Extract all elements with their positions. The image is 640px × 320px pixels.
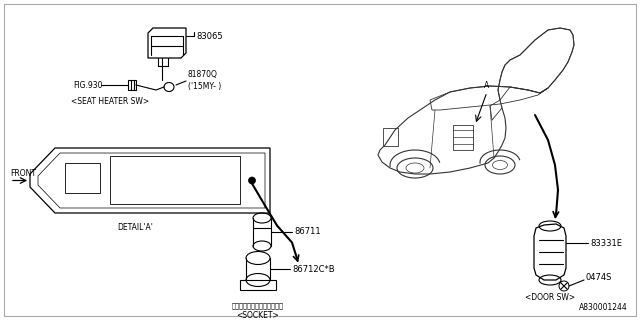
Text: A830001244: A830001244 bbox=[579, 303, 628, 312]
Text: 86711: 86711 bbox=[294, 228, 321, 236]
Bar bbox=[110, 156, 240, 204]
Text: FIG.930: FIG.930 bbox=[73, 81, 102, 90]
Text: 81870Q: 81870Q bbox=[188, 70, 218, 79]
Text: DETAIL'A': DETAIL'A' bbox=[117, 222, 153, 231]
Text: <SEAT HEATER SW>: <SEAT HEATER SW> bbox=[71, 98, 149, 107]
Text: FRONT: FRONT bbox=[10, 170, 36, 179]
Text: ('15MY- ): ('15MY- ) bbox=[188, 82, 221, 91]
Text: 86712C*B: 86712C*B bbox=[292, 265, 335, 274]
Text: 0474S: 0474S bbox=[586, 274, 612, 283]
Circle shape bbox=[248, 177, 255, 184]
Text: <SOCKET>: <SOCKET> bbox=[237, 311, 280, 320]
Bar bbox=[453, 125, 473, 150]
Bar bbox=[65, 163, 100, 193]
Bar bbox=[383, 128, 398, 146]
Text: A: A bbox=[484, 81, 490, 90]
Text: <DOOR SW>: <DOOR SW> bbox=[525, 293, 575, 302]
Text: コンソールアダプターコード: コンソールアダプターコード bbox=[232, 303, 284, 309]
Text: 83065: 83065 bbox=[196, 32, 223, 41]
Text: 83331E: 83331E bbox=[590, 238, 622, 247]
